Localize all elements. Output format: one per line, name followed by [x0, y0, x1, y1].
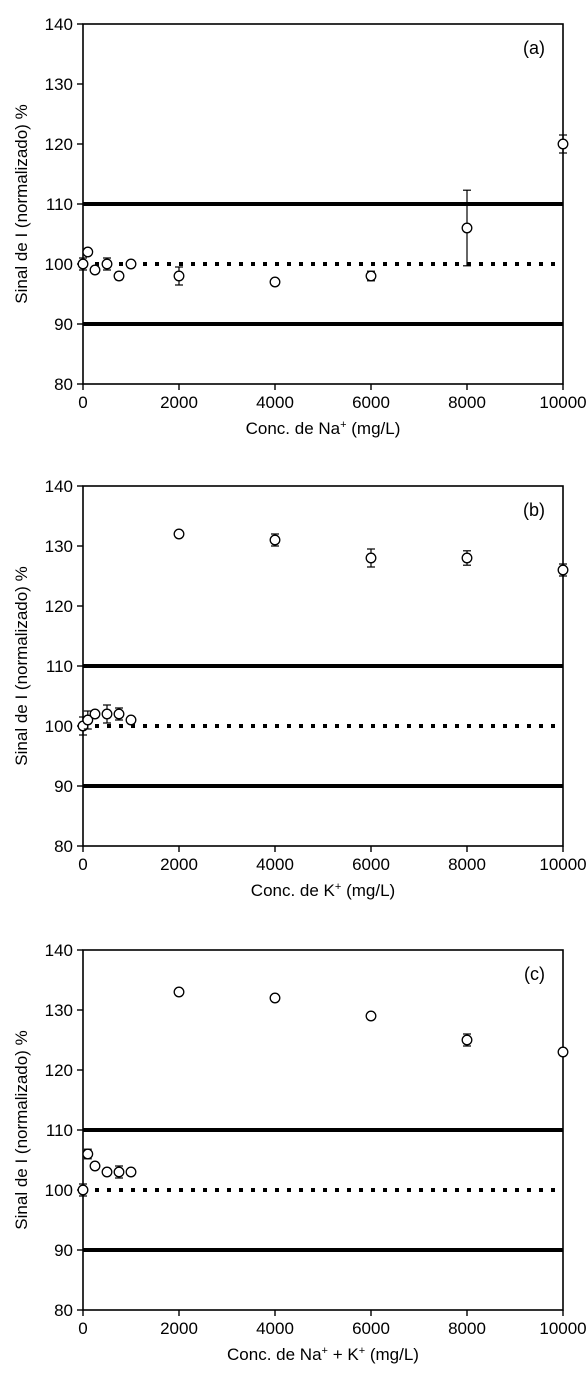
- data-point: [77, 258, 89, 270]
- y-tick-label: 120: [45, 1061, 73, 1080]
- x-tick-label: 8000: [448, 393, 486, 412]
- chart-panel-2: 0 2000 4000 6000 8000 10000 80 90 100 110 120 130 14…: [12, 477, 587, 900]
- x-axis-label-part: Conc. de Na: [227, 1345, 322, 1364]
- y-tick-label: 110: [46, 195, 73, 214]
- chart-panel-3: 0 2000 4000 6000 8000 10000 80 90 100 110 120 130 14…: [12, 941, 587, 1364]
- data-point: [173, 528, 185, 540]
- y-tick-label: 80: [54, 1301, 73, 1320]
- x-axis-label-superscript: +: [335, 881, 341, 893]
- x-tick-label: 6000: [352, 393, 390, 412]
- y-tick-label: 90: [54, 777, 73, 796]
- y-tick-label: 140: [45, 477, 73, 496]
- x-axis-label-part: (mg/L): [341, 881, 395, 900]
- x-axis-label: Conc. de Na+ + K+ (mg/L): [227, 1345, 419, 1364]
- panel-label: (a): [523, 38, 545, 58]
- x-axis-label-part: + K: [328, 1345, 359, 1364]
- y-tick-label: 110: [46, 1121, 73, 1140]
- data-point: [113, 708, 125, 720]
- data-point: [77, 1184, 89, 1196]
- x-axis-label-part: Conc. de K: [251, 881, 336, 900]
- data-point: [89, 708, 101, 720]
- x-tick-label: 0: [78, 1319, 87, 1338]
- y-tick-label: 90: [54, 315, 73, 334]
- x-tick-label: 2000: [160, 393, 198, 412]
- x-tick-label: 0: [78, 393, 87, 412]
- chart-panel-1: 0 2000 4000 6000 8000 10000 80 90 100 110 120 130 14…: [12, 15, 587, 438]
- x-tick-label: 0: [78, 855, 87, 874]
- y-tick-label: 130: [45, 1001, 73, 1020]
- data-point: [82, 246, 94, 258]
- data-point: [269, 276, 281, 288]
- y-tick-label: 110: [46, 657, 73, 676]
- x-axis-label: Conc. de K+ (mg/L): [251, 881, 395, 900]
- panel-label: (c): [524, 964, 545, 984]
- data-point: [173, 270, 185, 282]
- data-point: [125, 258, 137, 270]
- data-point: [125, 714, 137, 726]
- x-tick-label: 6000: [352, 1319, 390, 1338]
- y-tick-label: 120: [45, 597, 73, 616]
- data-point: [365, 270, 377, 282]
- data-point: [557, 138, 569, 150]
- data-point: [461, 1034, 473, 1046]
- y-axis-label: Sinal de I (normalizado) %: [12, 104, 31, 303]
- data-point: [557, 1046, 569, 1058]
- data-point: [269, 992, 281, 1004]
- y-tick-label: 100: [45, 255, 73, 274]
- x-axis-label-superscript: +: [340, 419, 346, 431]
- x-tick-label: 2000: [160, 855, 198, 874]
- y-tick-label: 100: [45, 717, 73, 736]
- data-point: [269, 534, 281, 546]
- data-point: [82, 1148, 94, 1160]
- data-point: [557, 564, 569, 576]
- x-tick-label: 8000: [448, 1319, 486, 1338]
- y-axis-label: Sinal de I (normalizado) %: [12, 1030, 31, 1229]
- y-tick-label: 90: [54, 1241, 73, 1260]
- x-axis-label-part: (mg/L): [365, 1345, 419, 1364]
- x-axis-label-part: (mg/L): [347, 419, 401, 438]
- data-point: [101, 258, 113, 270]
- y-tick-label: 130: [45, 537, 73, 556]
- y-tick-label: 80: [54, 375, 73, 394]
- y-tick-label: 120: [45, 135, 73, 154]
- y-tick-label: 80: [54, 837, 73, 856]
- x-axis-label-superscript: +: [359, 1345, 365, 1357]
- data-point: [89, 264, 101, 276]
- data-point: [461, 552, 473, 564]
- panel-label: (b): [523, 500, 545, 520]
- data-point: [101, 708, 113, 720]
- x-tick-label: 6000: [352, 855, 390, 874]
- x-tick-label: 8000: [448, 855, 486, 874]
- data-point: [82, 714, 94, 726]
- y-axis-label: Sinal de I (normalizado) %: [12, 566, 31, 765]
- data-point: [125, 1166, 137, 1178]
- x-tick-label: 2000: [160, 1319, 198, 1338]
- data-point: [461, 222, 473, 234]
- y-tick-label: 140: [45, 15, 73, 34]
- x-axis-label-superscript: +: [322, 1345, 328, 1357]
- x-tick-label: 4000: [256, 1319, 294, 1338]
- y-tick-label: 100: [45, 1181, 73, 1200]
- x-tick-label: 4000: [256, 393, 294, 412]
- data-point: [89, 1160, 101, 1172]
- x-axis-label: Conc. de Na+ (mg/L): [246, 419, 401, 438]
- y-tick-label: 130: [45, 75, 73, 94]
- data-point: [113, 270, 125, 282]
- data-point: [101, 1166, 113, 1178]
- x-tick-label: 10000: [539, 1319, 586, 1338]
- data-point: [173, 986, 185, 998]
- data-point: [365, 1010, 377, 1022]
- data-point: [365, 552, 377, 564]
- x-axis-label-part: Conc. de Na: [246, 419, 341, 438]
- data-point: [113, 1166, 125, 1178]
- x-tick-label: 10000: [539, 855, 586, 874]
- x-tick-label: 4000: [256, 855, 294, 874]
- x-tick-label: 10000: [539, 393, 586, 412]
- y-tick-label: 140: [45, 941, 73, 960]
